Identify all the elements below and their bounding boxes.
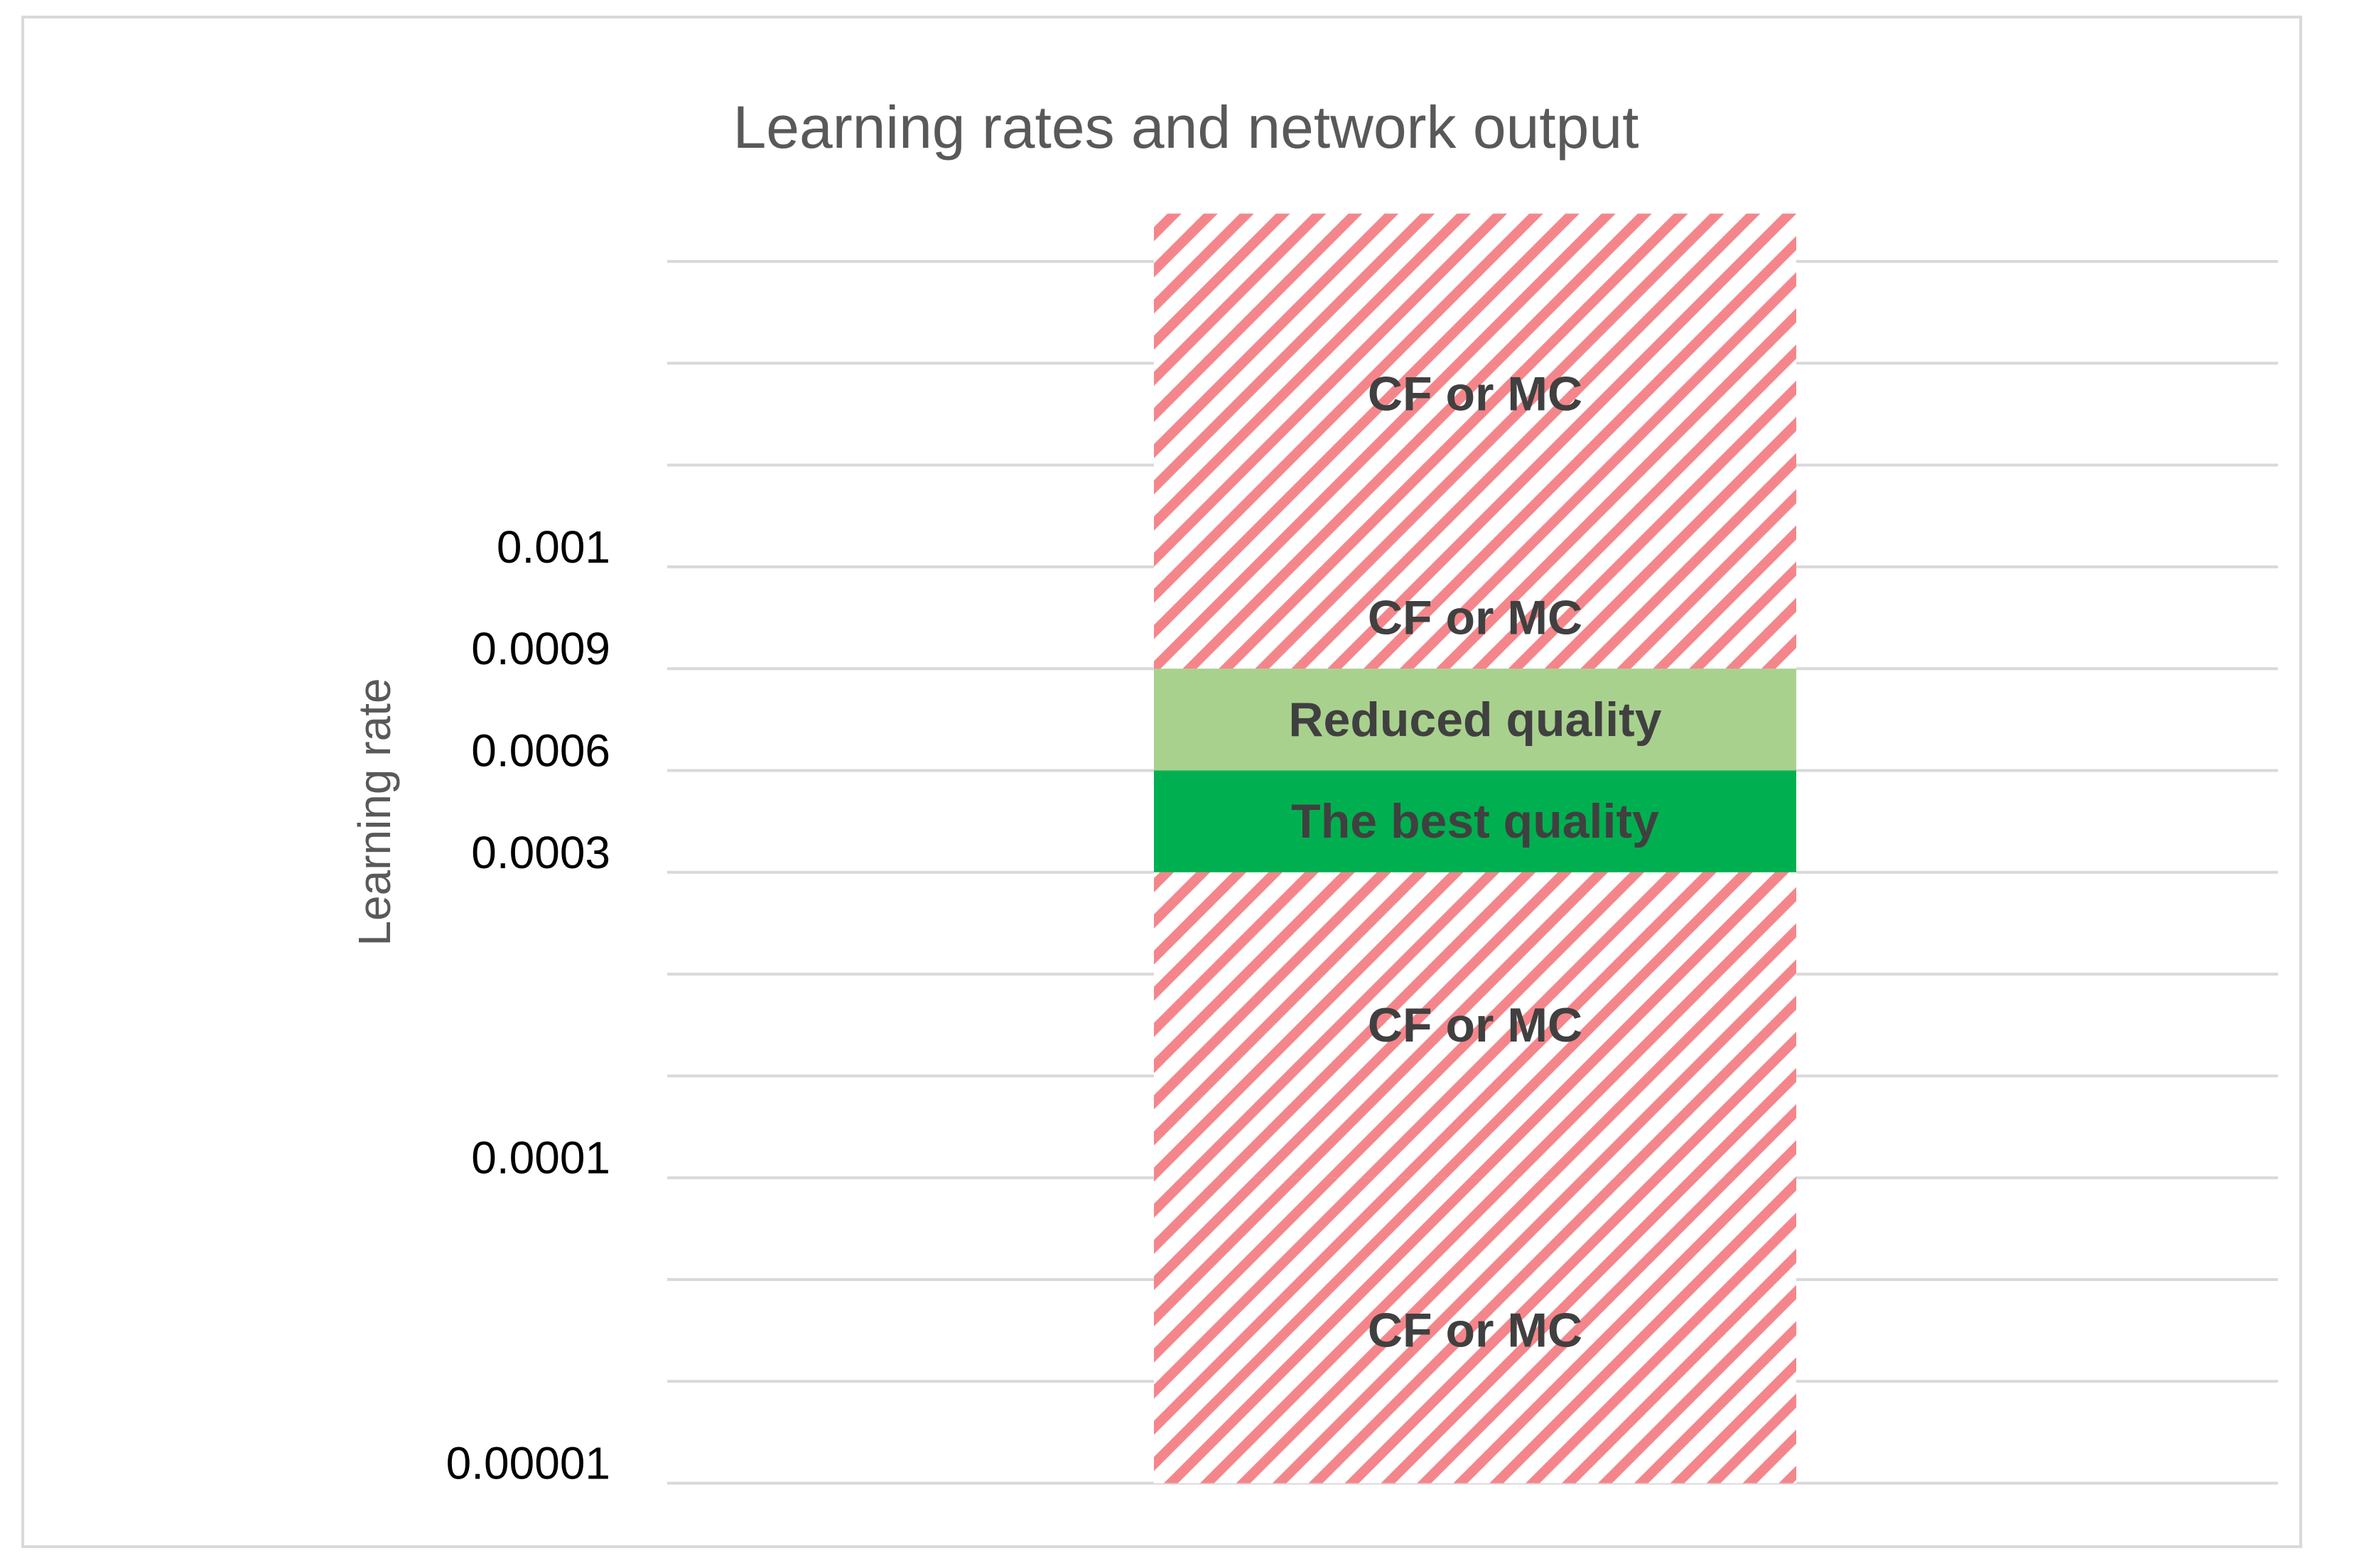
band-label: CF or MC xyxy=(1368,998,1582,1052)
tick-labels: 0.001 0.0009 0.0006 0.0003 0.0001 0.00001 xyxy=(446,521,610,1489)
band-solid xyxy=(1154,770,1796,872)
band-label: CF or MC xyxy=(1368,1304,1582,1358)
y-tick-label: 0.0003 xyxy=(471,827,610,878)
band-label: CF or MC xyxy=(1368,367,1582,421)
band-hatched xyxy=(1154,213,1796,567)
y-tick-label: 0.00001 xyxy=(446,1438,610,1489)
chart-svg: CF or MC CF or MC Reduced quality The best … xyxy=(349,94,2278,1489)
band-label: The best quality xyxy=(1291,794,1659,848)
y-tick-label: 0.0009 xyxy=(471,623,610,674)
chart-frame: CF or MC CF or MC Reduced quality The best … xyxy=(21,16,2302,1548)
band-label: CF or MC xyxy=(1368,591,1582,645)
y-axis-title: Learning rate xyxy=(349,678,400,946)
band-hatched xyxy=(1154,566,1796,669)
band-label: Reduced quality xyxy=(1288,693,1661,747)
y-tick-label: 0.0006 xyxy=(471,725,610,777)
band-hatched xyxy=(1154,872,1796,1178)
y-tick-label: 0.0001 xyxy=(471,1132,610,1184)
bands xyxy=(1154,213,1796,1483)
band-solid xyxy=(1154,669,1796,771)
band-hatched xyxy=(1154,1177,1796,1483)
chart-title: Learning rates and network output xyxy=(733,94,1639,161)
band-labels: CF or MC CF or MC Reduced quality The best … xyxy=(1288,367,1661,1357)
y-tick-label: 0.001 xyxy=(497,521,610,573)
